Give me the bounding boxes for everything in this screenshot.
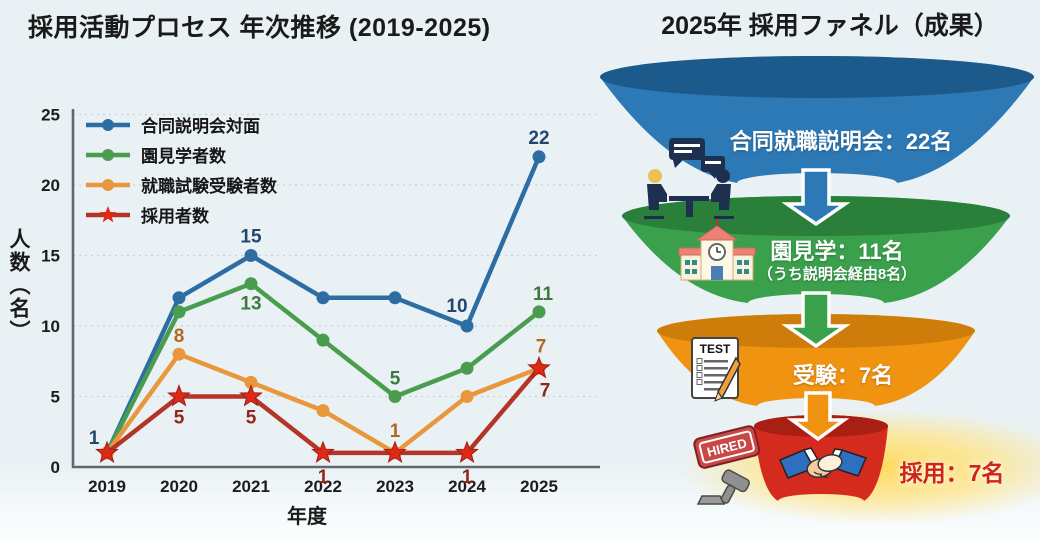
point-marker <box>460 319 474 333</box>
hired-stamp-icon: HIRED <box>693 425 761 505</box>
arrow-down-3 <box>786 391 850 442</box>
data-label: 15 <box>240 227 262 248</box>
point-marker <box>244 375 258 389</box>
data-label: 8 <box>174 326 185 347</box>
data-label: 1 <box>390 421 401 442</box>
y-tick-label: 15 <box>41 247 60 266</box>
point-marker <box>388 390 402 403</box>
point-marker <box>460 390 474 403</box>
point-marker <box>388 291 402 305</box>
legend-item-1: 園見学者数 <box>84 142 277 167</box>
funnel-tier-3-label: 受験：7名 <box>792 363 894 388</box>
legend-label: 園見学者数 <box>141 147 226 166</box>
legend-item-2: 就職試験受験者数 <box>84 172 277 197</box>
star-marker <box>383 440 407 463</box>
point-marker <box>532 150 546 164</box>
axes <box>71 109 600 469</box>
x-tick-label: 2024 <box>448 477 486 496</box>
funnel-tier-4-label: 採用：7名 <box>899 460 1005 486</box>
point-marker <box>244 277 258 291</box>
point-marker <box>172 305 186 319</box>
data-label: 11 <box>533 284 554 305</box>
funnel-tier-1-rim <box>600 56 1034 98</box>
point-marker <box>172 347 186 361</box>
point-marker <box>316 404 330 418</box>
point-marker <box>172 291 186 305</box>
funnel-tier-2-sublabel: （うち説明会経由8名） <box>757 266 917 283</box>
legend-marker <box>86 118 130 131</box>
legend-marker <box>86 205 130 222</box>
star-marker <box>455 440 479 463</box>
y-tick-label: 20 <box>41 176 60 195</box>
legend-item-0: 合同説明会対面 <box>84 112 277 137</box>
legend-label: 就職試験受験者数 <box>141 177 277 196</box>
legend-marker <box>86 178 130 191</box>
data-label: 1 <box>89 428 100 449</box>
point-marker <box>244 249 258 262</box>
y-axis-label: 人数（名） <box>7 228 30 343</box>
arrow-down-2 <box>781 291 851 349</box>
legend-item-3: 採用者数 <box>84 202 277 227</box>
test-icon: TEST <box>691 337 741 402</box>
point-marker <box>460 361 474 375</box>
data-label: 7 <box>540 380 551 401</box>
data-label: 1 <box>318 467 329 488</box>
data-label: 5 <box>246 408 257 429</box>
legend-label: 合同説明会対面 <box>141 117 260 136</box>
chart-legend: 合同説明会対面 園見学者数就職試験受験者数 採用者数 <box>84 112 277 227</box>
y-tick-label: 5 <box>51 388 60 407</box>
data-label: 10 <box>446 296 467 317</box>
x-tick-label: 2022 <box>304 477 342 496</box>
series-3 <box>95 355 551 463</box>
point-marker <box>532 305 546 319</box>
legend-marker <box>86 148 130 161</box>
data-label: 1 <box>462 467 473 488</box>
legend-label: 採用者数 <box>141 207 209 226</box>
y-tick-label: 0 <box>51 458 60 477</box>
data-label: 5 <box>174 408 185 429</box>
svg-text:TEST: TEST <box>700 342 731 356</box>
funnel-tier-1 <box>600 56 1034 183</box>
data-label: 22 <box>528 128 549 149</box>
x-tick-label: 2019 <box>88 477 126 496</box>
data-label: 7 <box>536 336 547 357</box>
handshake-icon <box>779 447 868 479</box>
star-marker <box>95 440 119 463</box>
point-marker <box>316 333 330 347</box>
funnel-title: 2025年 採用ファネル（成果） <box>661 12 999 40</box>
data-label: 5 <box>390 369 401 390</box>
star-marker <box>527 355 551 379</box>
arrow-down-1 <box>781 168 851 227</box>
star-marker <box>239 384 263 407</box>
funnel-tier-1-label: 合同就職説明会：22名 <box>729 129 953 154</box>
data-label: 13 <box>240 294 261 315</box>
chart-title: 採用活動プロセス 年次推移 (2019-2025) <box>28 14 491 42</box>
point-marker <box>316 291 330 305</box>
star-marker <box>167 384 191 407</box>
x-tick-label: 2025 <box>520 477 558 496</box>
recruitment-funnel: TEST HIRED <box>600 56 1040 525</box>
y-tick-label: 25 <box>41 106 60 125</box>
school-icon <box>678 219 756 281</box>
x-axis-label: 年度 <box>287 506 327 528</box>
funnel-tier-2-label: 園見学：11名 <box>770 239 904 264</box>
meeting-icon <box>644 138 734 219</box>
x-tick-label: 2021 <box>232 477 270 496</box>
star-marker <box>311 440 335 463</box>
x-tick-label: 2023 <box>376 477 414 496</box>
y-tick-label: 10 <box>41 317 60 336</box>
x-tick-label: 2020 <box>160 477 198 496</box>
